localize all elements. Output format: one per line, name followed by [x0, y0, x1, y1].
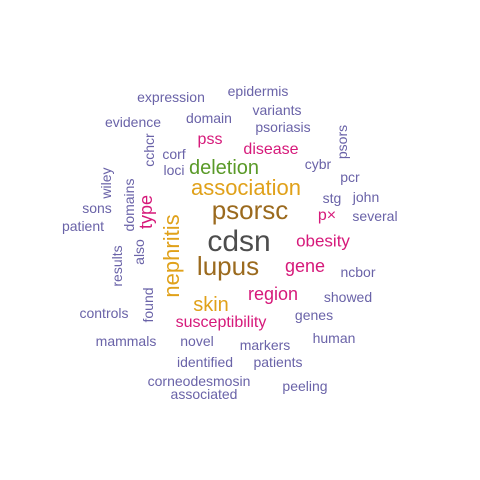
- word-38: showed: [323, 289, 373, 305]
- word-27: wiley: [98, 167, 114, 199]
- word-12: disease: [243, 141, 299, 158]
- word-24: loci: [163, 162, 185, 178]
- word-13: pss: [197, 131, 223, 148]
- word-22: cchcr: [141, 133, 157, 167]
- word-14: p×: [317, 207, 337, 224]
- word-28: domains: [121, 178, 137, 232]
- word-3: nephritis: [159, 214, 184, 298]
- word-36: ncbor: [340, 264, 376, 280]
- word-31: sons: [82, 200, 112, 216]
- word-10: obesity: [296, 231, 350, 251]
- word-39: controls: [79, 305, 129, 321]
- word-15: expression: [137, 89, 205, 105]
- word-41: mammals: [95, 333, 157, 349]
- word-23: corf: [162, 146, 186, 162]
- word-26: pcr: [340, 169, 360, 185]
- word-5: skin: [193, 294, 229, 316]
- word-8: region: [247, 284, 299, 304]
- word-6: deletion: [188, 157, 260, 179]
- word-0: cdsn: [207, 225, 271, 258]
- word-4: association: [190, 175, 302, 200]
- word-49: associated: [170, 386, 238, 402]
- word-47: corneodesmosin: [147, 373, 251, 389]
- word-2: psorsc: [211, 195, 289, 225]
- word-20: psoriasis: [255, 119, 311, 135]
- word-42: novel: [180, 333, 214, 349]
- word-44: human: [312, 330, 356, 346]
- word-18: evidence: [104, 114, 162, 130]
- word-33: patient: [61, 218, 105, 234]
- word-37: found: [140, 287, 156, 323]
- word-40: genes: [294, 307, 334, 323]
- word-17: variants: [252, 102, 302, 118]
- word-34: also: [131, 239, 147, 265]
- word-9: gene: [284, 256, 326, 276]
- word-32: several: [352, 208, 398, 224]
- word-48: peeling: [282, 378, 328, 394]
- word-46: patients: [253, 354, 303, 370]
- word-16: epidermis: [227, 83, 289, 99]
- word-19: domain: [186, 110, 232, 126]
- word-30: john: [352, 189, 380, 205]
- word-43: markers: [239, 337, 291, 353]
- word-7: type: [136, 194, 156, 230]
- word-29: stg: [322, 190, 342, 206]
- word-25: cybr: [304, 156, 332, 172]
- word-45: identified: [176, 354, 234, 370]
- word-35: results: [109, 245, 125, 287]
- word-11: susceptibility: [175, 314, 267, 331]
- word-21: psors: [334, 124, 350, 160]
- word-1: lupus: [196, 251, 260, 281]
